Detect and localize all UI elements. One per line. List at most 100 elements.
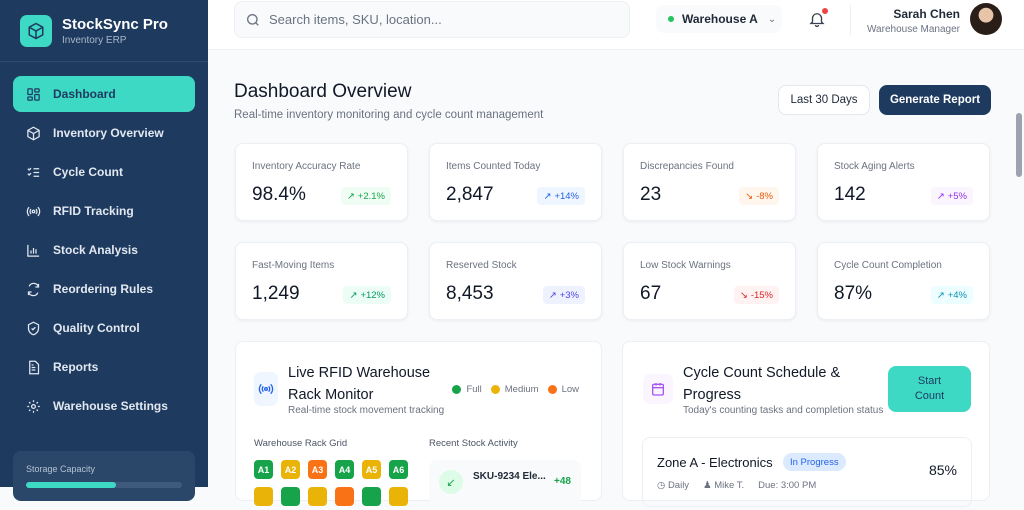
trend-up-icon: ↗: [548, 289, 557, 301]
date-range-button[interactable]: Last 30 Days: [778, 85, 870, 115]
trend-up-icon: ↗: [349, 289, 358, 301]
rack-grid-label: Warehouse Rack Grid: [254, 438, 348, 449]
start-count-button[interactable]: Start Count: [888, 366, 971, 412]
rack-cell[interactable]: A2: [281, 460, 300, 479]
change-badge: ↘ -15%: [733, 286, 779, 304]
sidebar-item-cycle-count[interactable]: Cycle Count: [13, 154, 195, 190]
sidebar-item-stock-analysis[interactable]: Stock Analysis: [13, 232, 195, 268]
document-icon: [29, 360, 40, 374]
rack-cell[interactable]: [308, 487, 327, 506]
sidebar-item-rfid-tracking[interactable]: RFID Tracking: [13, 193, 195, 229]
app-subtitle: Inventory ERP: [62, 34, 127, 46]
cycle-count-panel: Cycle Count Schedule & Progress Today's c…: [622, 341, 990, 507]
storage-bar-fill: [26, 482, 117, 488]
activity-label: Recent Stock Activity: [429, 438, 518, 449]
stat-value: 23: [640, 184, 662, 205]
stat-value: 87%: [834, 283, 873, 304]
warehouse-label: Warehouse A: [682, 12, 758, 26]
sidebar-item-label: Quality Control: [53, 321, 140, 335]
stat-card: Stock Aging Alerts 142 ↗ +5%: [817, 143, 990, 221]
stat-label: Low Stock Warnings: [640, 260, 731, 271]
search-box[interactable]: [234, 1, 630, 38]
zone-item[interactable]: Zone A - Electronics In Progress 85% ◷ D…: [642, 437, 972, 507]
change-badge: ↗ +5%: [930, 187, 973, 205]
search-icon: [247, 13, 259, 26]
activity-qty: +48: [554, 476, 571, 487]
zone-meta: ◷ Daily ♟ Mike T. Due: 3:00 PM: [657, 480, 816, 491]
rack-cell[interactable]: A4: [335, 460, 354, 479]
user-info[interactable]: Sarah Chen Warehouse Manager: [867, 7, 960, 35]
due-time: Due: 3:00 PM: [758, 480, 817, 491]
stat-card: Fast-Moving Items 1,249 ↗ +12%: [235, 242, 408, 320]
search-input[interactable]: [269, 12, 599, 27]
sidebar-item-quality-control[interactable]: Quality Control: [13, 310, 195, 346]
main-content: Dashboard Overview Real-time inventory m…: [208, 51, 1024, 510]
stat-card: Discrepancies Found 23 ↘ -8%: [623, 143, 796, 221]
sidebar-item-label: RFID Tracking: [53, 204, 134, 218]
stat-label: Inventory Accuracy Rate: [252, 161, 361, 172]
stat-label: Items Counted Today: [446, 161, 541, 172]
rack-cell[interactable]: [389, 487, 408, 506]
change-badge: ↗ +3%: [542, 286, 585, 304]
legend-label: Full: [466, 384, 482, 395]
rack-cell[interactable]: [254, 487, 273, 506]
rack-cell[interactable]: [335, 487, 354, 506]
warehouse-selector[interactable]: Warehouse A ⌄: [656, 5, 782, 33]
activity-item[interactable]: ↙ SKU-9234 Ele... +48: [429, 460, 581, 510]
notifications-button[interactable]: [808, 8, 828, 34]
rack-cell[interactable]: A5: [362, 460, 381, 479]
app-title: StockSync Pro: [62, 15, 168, 33]
rack-cell[interactable]: A3: [308, 460, 327, 479]
rack-cell[interactable]: A6: [389, 460, 408, 479]
sidebar-item-label: Stock Analysis: [53, 243, 138, 257]
sidebar-item-inventory-overview[interactable]: Inventory Overview: [13, 115, 195, 151]
bar-chart-icon: [27, 244, 40, 257]
status-badge: In Progress: [783, 453, 846, 471]
status-dot: [668, 16, 674, 22]
avatar[interactable]: [970, 3, 1002, 35]
stat-value: 8,453: [446, 283, 494, 304]
stat-value: 1,249: [252, 283, 300, 304]
trend-up-icon: ↗: [936, 289, 945, 301]
trend-down-icon: ↘: [739, 289, 748, 301]
rfid-icon: [254, 372, 278, 406]
sidebar-item-label: Dashboard: [53, 87, 116, 101]
legend: Full Medium Low: [452, 384, 583, 395]
sidebar-nav: Dashboard Inventory Overview Cycle Count RF…: [0, 62, 208, 424]
zone-name: Zone A - Electronics: [657, 455, 773, 470]
calendar-icon: [643, 374, 673, 404]
chevron-down-icon: ⌄: [767, 13, 777, 25]
sidebar-item-reports[interactable]: Reports: [13, 349, 195, 385]
change-badge: ↗ +4%: [930, 286, 973, 304]
trend-up-icon: ↗: [543, 190, 552, 202]
stat-card: Inventory Accuracy Rate 98.4% ↗ +2.1%: [235, 143, 408, 221]
rfid-icon: [26, 206, 41, 216]
sidebar-item-warehouse-settings[interactable]: Warehouse Settings: [13, 388, 195, 424]
legend-label: Low: [561, 384, 579, 395]
stat-card: Items Counted Today 2,847 ↗ +14%: [429, 143, 602, 221]
clock-icon: ◷ Daily: [657, 480, 690, 491]
sidebar-item-dashboard[interactable]: Dashboard: [13, 76, 195, 112]
rack-cell[interactable]: [362, 487, 381, 506]
change-badge: ↗ +14%: [537, 187, 585, 205]
stat-label: Discrepancies Found: [640, 161, 734, 172]
generate-report-button[interactable]: Generate Report: [879, 85, 991, 115]
scrollbar[interactable]: [1016, 113, 1022, 177]
change-badge: ↗ +2.1%: [340, 187, 391, 205]
sidebar-item-label: Cycle Count: [53, 165, 124, 179]
box-icon: [27, 126, 40, 140]
rack-cell[interactable]: [281, 487, 300, 506]
storage-bar: [26, 482, 182, 488]
stat-label: Cycle Count Completion: [834, 260, 942, 271]
box-logo-icon: [20, 14, 52, 47]
page-title: Dashboard Overview: [234, 81, 412, 102]
refresh-icon: [27, 282, 40, 296]
panel-title: Live RFID Warehouse Rack Monitor: [288, 365, 431, 403]
change-badge: ↘ -8%: [739, 187, 779, 205]
rack-cell[interactable]: A1: [254, 460, 273, 479]
bell-icon: [809, 13, 825, 28]
legend-dot: [452, 385, 462, 394]
sidebar: StockSync Pro Inventory ERP Dashboard Inv…: [0, 0, 208, 501]
shield-check-icon: [27, 321, 40, 335]
sidebar-item-reordering-rules[interactable]: Reordering Rules: [13, 271, 195, 307]
